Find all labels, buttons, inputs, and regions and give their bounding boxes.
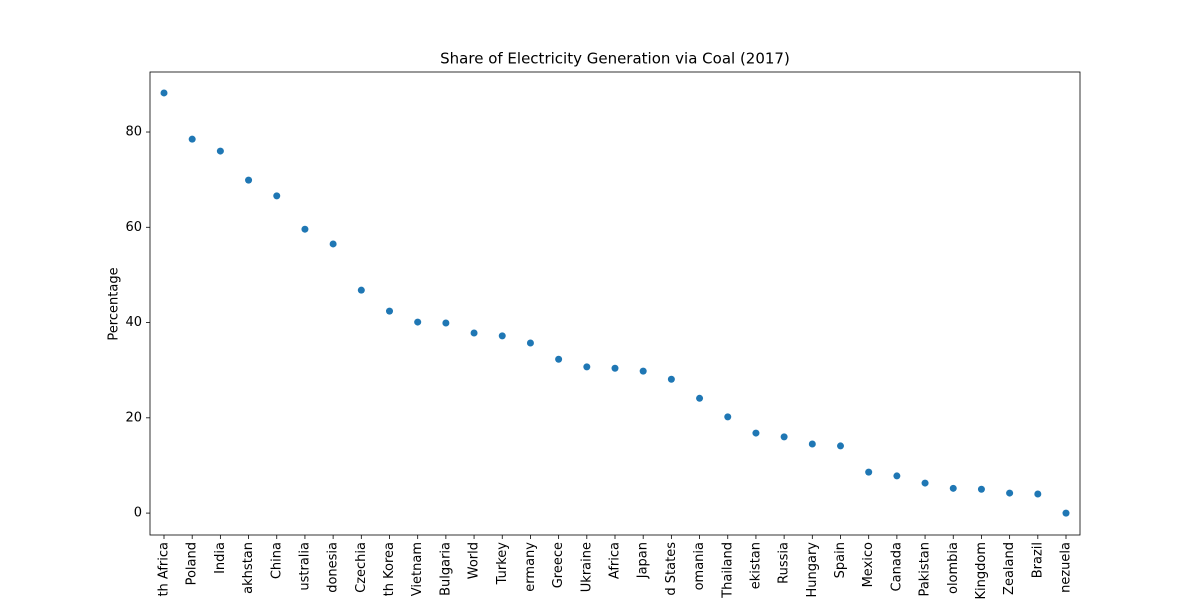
x-tick-label: akhstan xyxy=(241,542,256,594)
x-tick-label: Kingdom xyxy=(974,542,989,600)
y-tick-label: 60 xyxy=(125,220,142,235)
point xyxy=(555,355,563,363)
x-tick-label: th Africa xyxy=(157,542,172,597)
x-tick-label: Africa xyxy=(608,542,623,579)
point xyxy=(583,363,591,371)
x-tick-label: Greece xyxy=(551,542,566,588)
y-axis-label: Percentage xyxy=(107,267,122,340)
point xyxy=(357,286,365,294)
x-tick-label: Japan xyxy=(636,542,651,579)
point xyxy=(865,468,873,476)
point xyxy=(808,440,816,448)
point xyxy=(216,147,224,155)
x-tick-label: omania xyxy=(692,542,707,590)
x-tick-label: China xyxy=(269,542,284,579)
x-tick-label: olombia xyxy=(946,542,961,594)
x-tick-label: Bulgaria xyxy=(438,542,453,596)
point xyxy=(245,176,253,184)
point xyxy=(526,339,534,347)
point xyxy=(498,332,506,340)
x-tick-label: Spain xyxy=(833,542,848,578)
y-tick-label: 0 xyxy=(134,506,142,521)
point xyxy=(414,318,422,326)
x-tick-label: Vietnam xyxy=(410,542,425,596)
x-tick-label: Hungary xyxy=(805,542,820,598)
point xyxy=(780,433,788,441)
point xyxy=(1062,509,1070,517)
x-tick-label: Czechia xyxy=(354,542,369,593)
x-tick-label: Poland xyxy=(185,542,200,585)
point xyxy=(329,240,337,248)
point xyxy=(386,307,393,315)
point xyxy=(696,394,704,402)
y-tick-label: 40 xyxy=(125,315,142,330)
point xyxy=(470,329,478,337)
point xyxy=(1034,490,1042,498)
x-tick-label: ustralia xyxy=(297,542,312,591)
y-tick-label: 80 xyxy=(125,125,142,140)
point xyxy=(921,479,929,487)
y-tick-label: 20 xyxy=(125,410,142,425)
x-tick-label: India xyxy=(213,542,228,574)
point xyxy=(893,472,901,480)
point xyxy=(752,429,760,437)
point xyxy=(667,375,675,383)
point xyxy=(1006,489,1014,497)
x-tick-label: Mexico xyxy=(861,542,876,587)
x-tick-label: donesia xyxy=(326,542,341,593)
x-tick-label: nezuela xyxy=(1059,542,1074,593)
x-tick-label: World xyxy=(467,542,482,579)
x-tick-label: th Korea xyxy=(382,542,397,596)
point xyxy=(160,89,168,97)
point xyxy=(977,485,985,493)
x-tick-label: ekistan xyxy=(748,542,763,589)
point xyxy=(837,442,844,450)
chart-title: Share of Electricity Generation via Coal… xyxy=(440,50,790,68)
x-tick-label: Thailand xyxy=(720,542,735,599)
x-tick-label: Russia xyxy=(777,542,792,584)
point xyxy=(442,319,450,327)
point xyxy=(273,192,281,200)
x-tick-label: ermany xyxy=(523,542,538,592)
point xyxy=(949,484,957,492)
x-tick-label: Canada xyxy=(889,542,904,591)
point xyxy=(611,364,619,372)
x-tick-label: Ukraine xyxy=(579,542,594,592)
x-tick-label: Turkey xyxy=(495,542,510,586)
x-tick-label: d States xyxy=(664,542,679,596)
x-tick-label: Pakistan xyxy=(918,542,933,596)
point xyxy=(639,367,647,375)
point xyxy=(724,413,732,421)
point xyxy=(301,225,309,233)
x-tick-label: Brazil xyxy=(1030,542,1045,578)
x-tick-label: Zealand xyxy=(1002,542,1017,595)
point xyxy=(188,135,196,143)
